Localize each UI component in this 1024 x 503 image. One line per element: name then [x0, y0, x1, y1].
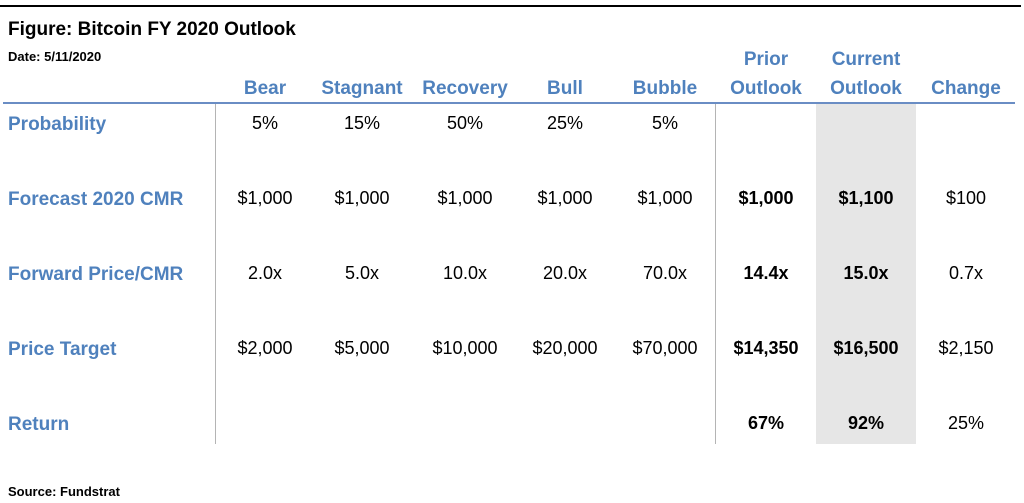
table-cell: $14,350 [733, 338, 799, 358]
row-label: Forecast 2020 CMR [8, 189, 184, 210]
table-cell: 67% [747, 413, 785, 433]
table-cell: $5,000 [334, 338, 390, 358]
table-cell: $1,100 [838, 188, 894, 208]
current-outlook-highlight [816, 104, 916, 444]
figure-title: Figure: Bitcoin FY 2020 Outlook [8, 19, 296, 40]
column-header: Stagnant [312, 45, 412, 103]
column-header-line1 [312, 45, 412, 74]
column-header-line2: Stagnant [321, 78, 403, 99]
row-label: Probability [8, 114, 107, 135]
table-cell: $2,000 [237, 338, 293, 358]
table-cell: 25% [947, 413, 985, 433]
column-header-line2: Outlook [830, 78, 902, 99]
column-header-line2: Bear [243, 78, 287, 99]
table-cell: 15% [343, 113, 381, 133]
column-header-line1 [515, 45, 615, 74]
column-header: Recovery [415, 45, 515, 103]
table-cell: 10.0x [442, 263, 488, 283]
column-header: Bubble [615, 45, 715, 103]
column-header-line2: Change [931, 78, 1001, 99]
table-cell: $1,000 [537, 188, 593, 208]
table-cell: $2,150 [938, 338, 994, 358]
table-cell: 15.0x [843, 263, 889, 283]
table-cell: 5.0x [344, 263, 380, 283]
table-cell: $10,000 [432, 338, 498, 358]
label-column-divider [215, 104, 216, 444]
table-cell: $1,000 [237, 188, 293, 208]
column-header: Current Outlook [816, 45, 916, 103]
table-cell: $20,000 [532, 338, 598, 358]
header-rule [3, 102, 1015, 104]
table-cell: 2.0x [247, 263, 283, 283]
row-label: Price Target [8, 339, 117, 360]
column-header-line2: Bull [547, 78, 583, 99]
column-header-line2: Bubble [632, 78, 698, 99]
table-cell: 25% [546, 113, 584, 133]
table-cell: 14.4x [743, 263, 789, 283]
scenario-column-divider [715, 104, 716, 444]
table-cell: 5% [251, 113, 278, 133]
column-header-line1 [615, 45, 715, 74]
column-header: Prior Outlook [716, 45, 816, 103]
table-cell: 20.0x [542, 263, 588, 283]
column-header-line1: Prior [743, 49, 789, 70]
column-header: Bull [515, 45, 615, 103]
figure-source: Source: Fundstrat [8, 484, 120, 499]
column-header-line1 [916, 45, 1016, 74]
table-cell: 0.7x [948, 263, 984, 283]
column-header: Bear [215, 45, 315, 103]
column-header: Change [916, 45, 1016, 103]
table-cell: $1,000 [437, 188, 493, 208]
table-cell: $70,000 [632, 338, 698, 358]
row-label: Return [8, 414, 70, 435]
table-cell: 5% [651, 113, 678, 133]
table-cell: $100 [945, 188, 987, 208]
row-label: Forward Price/CMR [8, 264, 184, 285]
column-header-line1: Current [831, 49, 901, 70]
column-header-line1 [215, 45, 315, 74]
table-cell: 92% [847, 413, 885, 433]
top-rule [0, 5, 1021, 7]
table-cell: $1,000 [334, 188, 390, 208]
table-cell: $1,000 [738, 188, 794, 208]
column-header-line1 [415, 45, 515, 74]
column-header-line2: Recovery [422, 78, 508, 99]
column-header-line2: Outlook [730, 78, 802, 99]
table-cell: 70.0x [642, 263, 688, 283]
table-cell: $16,500 [833, 338, 899, 358]
figure-date: Date: 5/11/2020 [8, 49, 102, 64]
table-cell: $1,000 [637, 188, 693, 208]
table-cell: 50% [446, 113, 484, 133]
